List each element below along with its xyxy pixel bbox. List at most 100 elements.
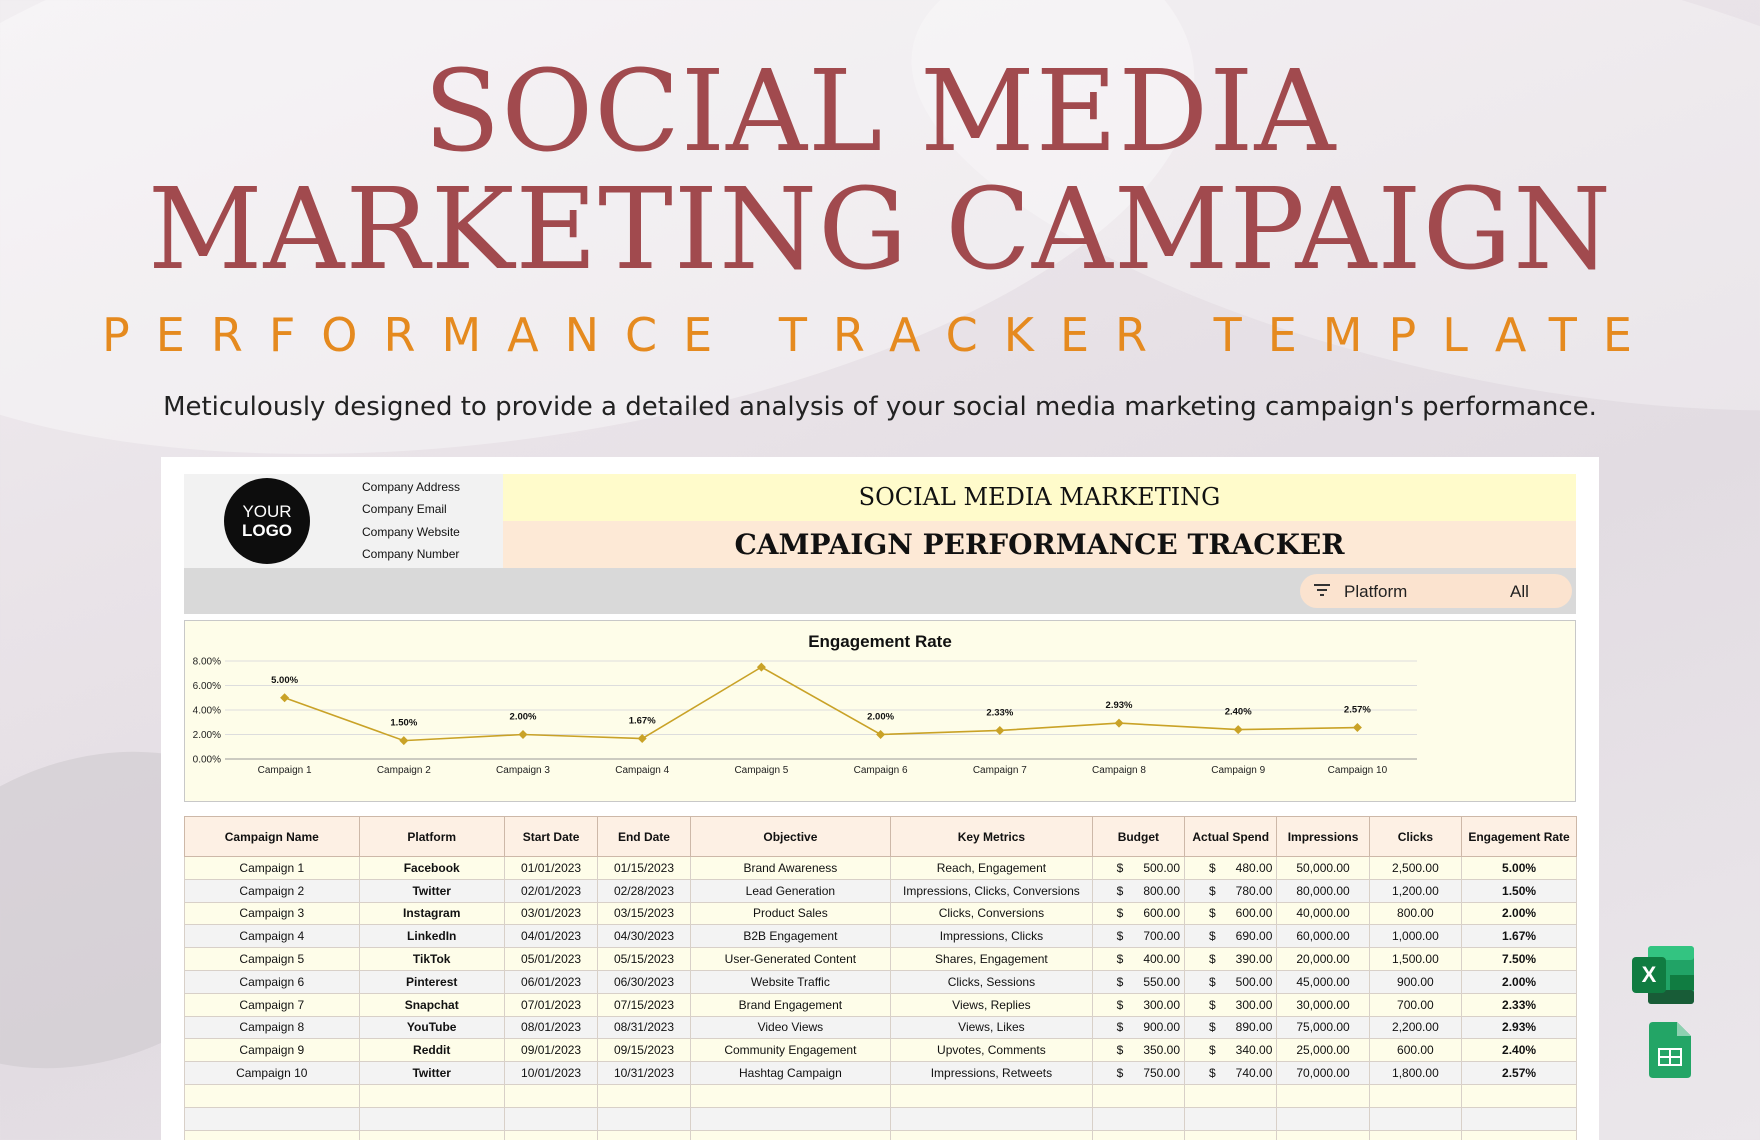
table-cell[interactable] (890, 1129, 1093, 1140)
table-cell[interactable]: Brand Awareness (689, 856, 892, 880)
table-cell[interactable]: Lead Generation (689, 878, 892, 903)
table-cell[interactable]: Community Engagement (689, 1038, 892, 1063)
table-cell[interactable] (358, 1129, 505, 1140)
table-cell[interactable]: 900.00 (1368, 969, 1463, 994)
table-cell[interactable]: Hashtag Campaign (689, 1061, 892, 1085)
table-cell[interactable]: 02/01/2023 (503, 878, 599, 903)
table-cell[interactable]: 2.33% (1461, 992, 1577, 1017)
table-cell[interactable]: $750.00 (1091, 1061, 1186, 1085)
table-cell[interactable]: 70,000.00 (1276, 1061, 1370, 1085)
table-cell[interactable] (1368, 1129, 1463, 1140)
table-cell[interactable]: Campaign 8 (184, 1015, 360, 1040)
platform-filter[interactable]: Platform All (1300, 574, 1572, 608)
table-cell[interactable]: 05/15/2023 (597, 947, 691, 971)
table-cell[interactable] (1276, 1083, 1370, 1108)
table-cell[interactable]: 07/01/2023 (503, 992, 599, 1017)
table-cell[interactable]: User-Generated Content (689, 947, 892, 971)
table-cell[interactable]: $340.00 (1184, 1038, 1278, 1063)
table-cell[interactable]: 80,000.00 (1276, 878, 1370, 903)
table-cell[interactable]: $600.00 (1184, 901, 1278, 926)
table-cell[interactable] (890, 1083, 1093, 1108)
table-cell[interactable] (890, 1106, 1093, 1131)
table-cell[interactable]: 06/30/2023 (597, 969, 691, 994)
table-cell[interactable]: Twitter (358, 1061, 505, 1085)
table-cell[interactable]: 2.00% (1461, 969, 1577, 994)
table-cell[interactable]: $300.00 (1184, 992, 1278, 1017)
table-cell[interactable]: 1,800.00 (1368, 1061, 1463, 1085)
table-cell[interactable] (689, 1129, 892, 1140)
table-cell[interactable]: 1,000.00 (1368, 924, 1463, 949)
table-cell[interactable]: 04/01/2023 (503, 924, 599, 949)
table-cell[interactable]: Facebook (358, 856, 505, 880)
table-cell[interactable]: 40,000.00 (1276, 901, 1370, 926)
table-cell[interactable]: 2.57% (1461, 1061, 1577, 1085)
table-cell[interactable]: 30,000.00 (1276, 992, 1370, 1017)
table-cell[interactable]: 2.00% (1461, 901, 1577, 926)
table-cell[interactable]: 60,000.00 (1276, 924, 1370, 949)
table-cell[interactable]: 05/01/2023 (503, 947, 599, 971)
table-cell[interactable]: Reddit (358, 1038, 505, 1063)
table-cell[interactable]: 08/01/2023 (503, 1015, 599, 1040)
table-cell[interactable]: Twitter (358, 878, 505, 903)
table-cell[interactable]: 10/01/2023 (503, 1061, 599, 1085)
table-cell[interactable] (597, 1083, 691, 1108)
table-cell[interactable] (503, 1083, 599, 1108)
table-cell[interactable]: 700.00 (1368, 992, 1463, 1017)
table-cell[interactable] (597, 1106, 691, 1131)
table-cell[interactable]: $550.00 (1091, 969, 1186, 994)
table-cell[interactable]: $890.00 (1184, 1015, 1278, 1040)
table-cell[interactable]: $400.00 (1091, 947, 1186, 971)
table-cell[interactable]: $690.00 (1184, 924, 1278, 949)
table-cell[interactable]: YouTube (358, 1015, 505, 1040)
table-cell[interactable]: 10/31/2023 (597, 1061, 691, 1085)
table-cell[interactable]: 03/01/2023 (503, 901, 599, 926)
table-cell[interactable]: Campaign 5 (184, 947, 360, 971)
table-cell[interactable]: Views, Replies (890, 992, 1093, 1017)
table-cell[interactable]: $800.00 (1091, 878, 1186, 903)
table-cell[interactable]: 03/15/2023 (597, 901, 691, 926)
table-cell[interactable]: Impressions, Clicks (890, 924, 1093, 949)
table-cell[interactable]: 1.67% (1461, 924, 1577, 949)
table-cell[interactable]: Brand Engagement (689, 992, 892, 1017)
table-cell[interactable] (689, 1106, 892, 1131)
table-cell[interactable] (1276, 1106, 1370, 1131)
table-cell[interactable]: 01/15/2023 (597, 856, 691, 880)
table-cell[interactable]: Video Views (689, 1015, 892, 1040)
table-cell[interactable]: 2.93% (1461, 1015, 1577, 1040)
table-cell[interactable]: Campaign 6 (184, 969, 360, 994)
table-cell[interactable]: B2B Engagement (689, 924, 892, 949)
table-cell[interactable]: Clicks, Conversions (890, 901, 1093, 926)
table-cell[interactable]: $500.00 (1091, 856, 1186, 880)
table-cell[interactable] (1091, 1129, 1186, 1140)
table-cell[interactable] (1184, 1129, 1278, 1140)
table-cell[interactable]: 07/15/2023 (597, 992, 691, 1017)
table-cell[interactable]: Impressions, Clicks, Conversions (890, 878, 1093, 903)
table-cell[interactable]: 75,000.00 (1276, 1015, 1370, 1040)
table-cell[interactable] (184, 1083, 360, 1108)
table-cell[interactable]: 2.40% (1461, 1038, 1577, 1063)
table-cell[interactable] (597, 1129, 691, 1140)
table-cell[interactable] (1184, 1083, 1278, 1108)
table-cell[interactable]: 1,200.00 (1368, 878, 1463, 903)
table-cell[interactable]: Website Traffic (689, 969, 892, 994)
table-cell[interactable] (1461, 1129, 1577, 1140)
table-cell[interactable]: Product Sales (689, 901, 892, 926)
table-cell[interactable]: Snapchat (358, 992, 505, 1017)
table-cell[interactable]: 09/01/2023 (503, 1038, 599, 1063)
table-cell[interactable]: $500.00 (1184, 969, 1278, 994)
table-cell[interactable] (1091, 1106, 1186, 1131)
google-sheets-icon[interactable] (1649, 1022, 1691, 1078)
table-cell[interactable]: 02/28/2023 (597, 878, 691, 903)
table-cell[interactable]: 2,500.00 (1368, 856, 1463, 880)
table-cell[interactable]: $900.00 (1091, 1015, 1186, 1040)
table-cell[interactable]: 800.00 (1368, 901, 1463, 926)
table-cell[interactable]: Pinterest (358, 969, 505, 994)
table-cell[interactable]: $600.00 (1091, 901, 1186, 926)
table-cell[interactable]: 45,000.00 (1276, 969, 1370, 994)
table-cell[interactable]: 01/01/2023 (503, 856, 599, 880)
table-cell[interactable]: $390.00 (1184, 947, 1278, 971)
table-cell[interactable]: Upvotes, Comments (890, 1038, 1093, 1063)
table-cell[interactable]: 20,000.00 (1276, 947, 1370, 971)
table-cell[interactable]: 50,000.00 (1276, 856, 1370, 880)
table-cell[interactable]: 06/01/2023 (503, 969, 599, 994)
